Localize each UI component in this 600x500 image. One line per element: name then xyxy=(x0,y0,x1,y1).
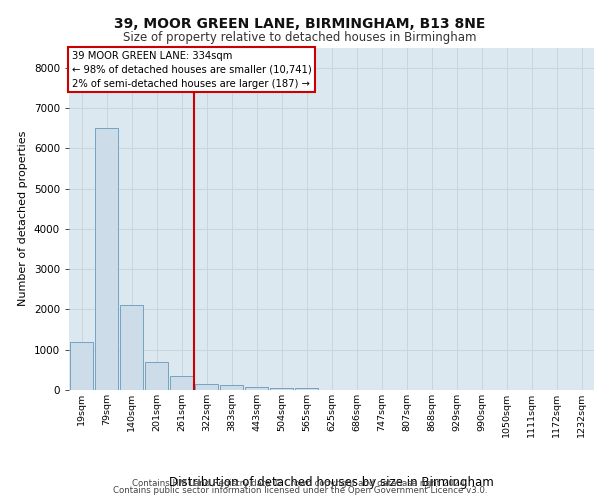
Bar xyxy=(119,306,143,390)
Text: 39, MOOR GREEN LANE, BIRMINGHAM, B13 8NE: 39, MOOR GREEN LANE, BIRMINGHAM, B13 8NE xyxy=(115,18,485,32)
Text: Contains public sector information licensed under the Open Government Licence v3: Contains public sector information licen… xyxy=(113,486,487,495)
Y-axis label: Number of detached properties: Number of detached properties xyxy=(18,131,28,306)
Bar xyxy=(145,362,169,390)
Bar xyxy=(295,388,319,390)
Bar xyxy=(194,384,218,390)
Bar xyxy=(70,342,94,390)
Bar xyxy=(220,385,244,390)
Text: 39 MOOR GREEN LANE: 334sqm
← 98% of detached houses are smaller (10,741)
2% of s: 39 MOOR GREEN LANE: 334sqm ← 98% of deta… xyxy=(71,51,311,89)
Bar xyxy=(170,376,193,390)
Bar xyxy=(269,388,293,390)
Bar xyxy=(95,128,118,390)
Text: Contains HM Land Registry data © Crown copyright and database right 2024.: Contains HM Land Registry data © Crown c… xyxy=(132,478,468,488)
X-axis label: Distribution of detached houses by size in Birmingham: Distribution of detached houses by size … xyxy=(169,476,494,489)
Text: Size of property relative to detached houses in Birmingham: Size of property relative to detached ho… xyxy=(123,31,477,44)
Bar xyxy=(245,387,268,390)
